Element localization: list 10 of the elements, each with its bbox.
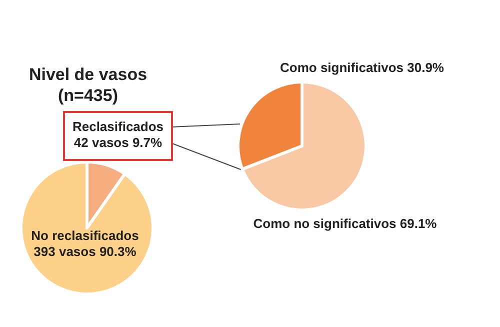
pie-slice bbox=[20, 160, 154, 296]
slice-label: Como significativos 30.9% bbox=[280, 60, 444, 75]
slice-label: Como no significativos 69.1% bbox=[253, 216, 438, 231]
chart-subtitle: (n=435) bbox=[58, 86, 118, 105]
pie-slice bbox=[240, 80, 368, 212]
slice-label: No reclasificados bbox=[31, 228, 139, 243]
slice-label: Reclasificados bbox=[72, 119, 164, 134]
data-label: 42 vasos 9.7% bbox=[74, 135, 163, 150]
chart-title: Nivel de vasos bbox=[28, 65, 148, 84]
data-label: 393 vasos 90.3% bbox=[34, 244, 137, 259]
